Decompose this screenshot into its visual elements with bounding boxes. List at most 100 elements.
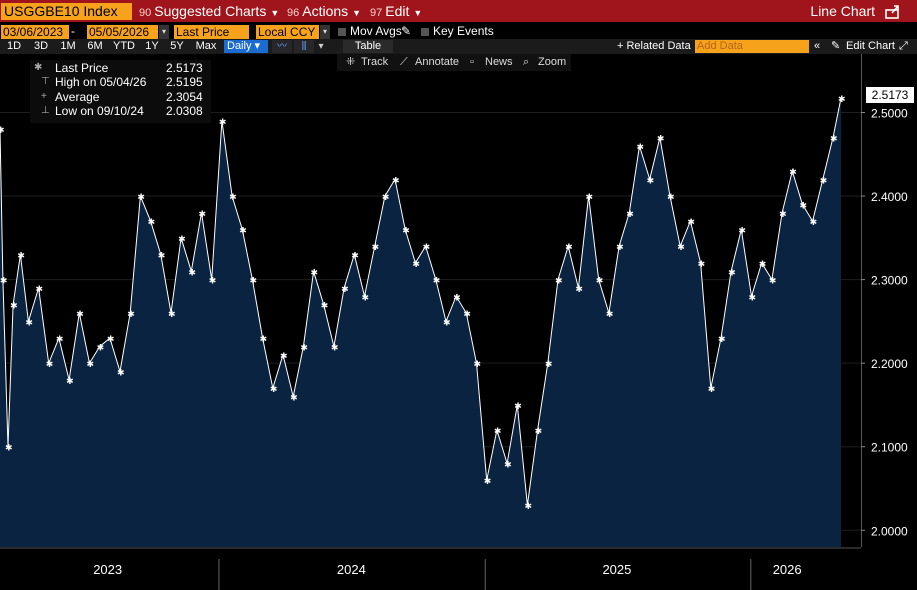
currency-select[interactable]: Local CCY bbox=[256, 25, 319, 39]
price-point: ✱ bbox=[341, 285, 349, 295]
price-point: ✱ bbox=[810, 218, 818, 228]
price-point: ✱ bbox=[830, 135, 838, 145]
range-button-max[interactable]: Max bbox=[195, 40, 217, 52]
share-icon[interactable] bbox=[884, 3, 904, 21]
range-button-5y[interactable]: 5Y bbox=[170, 40, 184, 52]
price-point: ✱ bbox=[423, 243, 431, 253]
expand-icon[interactable]: ⤢ bbox=[899, 40, 908, 52]
actions-menu[interactable]: 96 Actions ▼ bbox=[287, 3, 361, 22]
chart-type-label[interactable]: Line Chart bbox=[810, 3, 875, 19]
low-marker-icon: ⊥ bbox=[41, 105, 50, 116]
calendar-dropdown-icon[interactable]: ▾ bbox=[159, 25, 169, 39]
frequency-label: Daily bbox=[227, 40, 252, 52]
mov-avgs-label[interactable]: Mov Avgs bbox=[350, 24, 402, 38]
price-point: ✱ bbox=[107, 335, 115, 345]
price-point: ✱ bbox=[372, 243, 380, 253]
price-point: ✱ bbox=[0, 126, 5, 136]
currency-dropdown-icon[interactable]: ▾ bbox=[320, 25, 330, 39]
mov-avgs-checkbox[interactable] bbox=[338, 28, 346, 36]
price-point: ✱ bbox=[657, 135, 665, 145]
pencil-icon[interactable]: ✎ bbox=[831, 40, 841, 52]
x-axis: 2023 2024 2025 2026 bbox=[0, 547, 917, 590]
range-button-6m[interactable]: 6M bbox=[87, 40, 103, 52]
price-point: ✱ bbox=[168, 310, 176, 320]
annotate-button[interactable]: Annotate bbox=[415, 56, 460, 68]
zoom-icon[interactable]: ⌕ bbox=[523, 56, 530, 68]
suggested-charts-menu[interactable]: 90 Suggested Charts ▼ bbox=[139, 3, 279, 22]
pencil-icon[interactable]: ✎ bbox=[401, 24, 412, 38]
price-point: ✱ bbox=[759, 260, 767, 270]
annotate-icon[interactable]: ⟋ bbox=[400, 56, 408, 68]
price-point: ✱ bbox=[596, 277, 604, 287]
edit-chart-button[interactable]: Edit Chart bbox=[846, 40, 895, 52]
price-point: ✱ bbox=[148, 218, 156, 228]
x-axis-band bbox=[0, 547, 917, 590]
actions-label: Actions bbox=[302, 3, 349, 19]
track-button[interactable]: Track bbox=[361, 56, 389, 68]
actions-number: 96 bbox=[287, 7, 300, 19]
key-events-label[interactable]: Key Events bbox=[433, 24, 494, 38]
price-point: ✱ bbox=[514, 402, 522, 412]
price-point: ✱ bbox=[219, 118, 227, 128]
x-tick-label: 2026 bbox=[773, 562, 802, 577]
price-point: ✱ bbox=[504, 460, 512, 470]
table-button[interactable]: Table bbox=[343, 40, 393, 53]
suggested-charts-label: Suggested Charts bbox=[154, 3, 267, 19]
edit-number: 97 bbox=[370, 7, 383, 19]
price-point: ✱ bbox=[738, 226, 746, 236]
price-point: ✱ bbox=[402, 226, 410, 236]
price-point: ✱ bbox=[677, 243, 685, 253]
range-button-1d[interactable]: 1D bbox=[6, 40, 22, 52]
price-point: ✱ bbox=[239, 226, 247, 236]
price-point: ✱ bbox=[0, 277, 7, 287]
price-point: ✱ bbox=[117, 369, 125, 379]
price-point: ✱ bbox=[636, 143, 644, 153]
price-point: ✱ bbox=[606, 310, 614, 320]
price-point: ✱ bbox=[270, 385, 278, 395]
range-button-3d[interactable]: 3D bbox=[33, 40, 49, 52]
key-events-checkbox[interactable] bbox=[421, 28, 429, 36]
legend-average-value: 2.3054 bbox=[166, 90, 203, 104]
price-point: ✱ bbox=[838, 95, 846, 105]
price-point: ✱ bbox=[443, 318, 451, 328]
price-point: ✱ bbox=[86, 360, 94, 370]
price-point: ✱ bbox=[178, 235, 186, 245]
zoom-button[interactable]: Zoom bbox=[538, 56, 567, 68]
news-button[interactable]: News bbox=[485, 56, 513, 68]
price-point: ✱ bbox=[25, 318, 33, 328]
price-point: ✱ bbox=[789, 168, 797, 178]
frequency-select[interactable]: Daily ▾ bbox=[224, 40, 268, 53]
bar-style-icon[interactable]: ⫼ bbox=[294, 40, 314, 53]
price-point: ✱ bbox=[260, 335, 268, 345]
ticker-field[interactable]: USGGBE10 Index bbox=[1, 3, 132, 20]
line-style-icon[interactable]: 〰 bbox=[272, 40, 292, 53]
range-button-ytd[interactable]: YTD bbox=[113, 40, 135, 52]
style-dropdown-icon[interactable]: ▾ bbox=[316, 40, 326, 53]
range-button-1m[interactable]: 1M bbox=[60, 40, 76, 52]
start-date-field[interactable]: 03/06/2023 bbox=[1, 25, 69, 39]
legend-low-label: Low on 09/10/24 bbox=[55, 104, 144, 118]
y-tick-label: 2.4000 bbox=[871, 190, 908, 204]
price-point: ✱ bbox=[321, 302, 329, 312]
add-data-input[interactable]: Add Data bbox=[695, 40, 809, 53]
related-data-button[interactable]: + Related Data bbox=[617, 40, 693, 53]
news-icon[interactable]: ▫ bbox=[470, 56, 474, 68]
end-date-field[interactable]: 05/05/2026 bbox=[87, 25, 158, 39]
price-point: ✱ bbox=[698, 260, 706, 270]
price-field-select[interactable]: Last Price bbox=[174, 25, 249, 39]
price-point: ✱ bbox=[769, 277, 777, 287]
track-icon[interactable]: ⁜ bbox=[346, 56, 356, 68]
range-button-1y[interactable]: 1Y bbox=[145, 40, 159, 52]
price-point: ✱ bbox=[779, 210, 787, 220]
price-point: ✱ bbox=[494, 427, 502, 437]
chevron-down-icon: ▼ bbox=[352, 8, 362, 18]
price-point: ✱ bbox=[10, 302, 18, 312]
price-point: ✱ bbox=[555, 277, 563, 287]
collapse-icon[interactable]: « bbox=[814, 40, 821, 52]
price-point: ✱ bbox=[616, 243, 624, 253]
x-tick-label: 2024 bbox=[337, 562, 366, 577]
price-point: ✱ bbox=[249, 277, 257, 287]
edit-menu[interactable]: 97 Edit ▼ bbox=[370, 3, 422, 22]
price-point: ✱ bbox=[545, 360, 553, 370]
